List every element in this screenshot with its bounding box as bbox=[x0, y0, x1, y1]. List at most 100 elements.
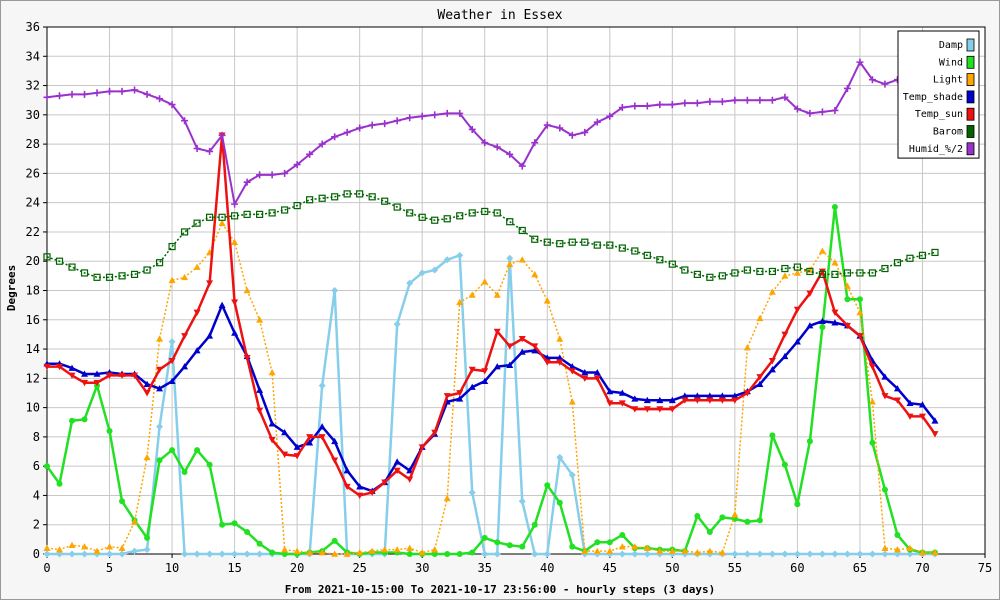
data-point-damp bbox=[318, 382, 326, 390]
data-point-light bbox=[493, 291, 501, 298]
data-point-barom bbox=[105, 273, 114, 281]
data-point-light bbox=[356, 549, 364, 556]
y-tick-label: 26 bbox=[26, 166, 40, 180]
data-point-damp bbox=[256, 550, 264, 558]
data-point-barom bbox=[531, 235, 539, 243]
data-point-wind bbox=[206, 461, 213, 468]
data-point-humid-2 bbox=[156, 95, 164, 103]
data-point-temp-shade bbox=[143, 380, 151, 387]
legend-box bbox=[897, 30, 980, 159]
data-point-light bbox=[768, 288, 776, 295]
data-point-light bbox=[281, 546, 289, 553]
data-point-barom bbox=[143, 266, 151, 274]
data-point-barom bbox=[130, 270, 139, 278]
data-point-light bbox=[118, 544, 126, 551]
data-point-temp-sun bbox=[131, 372, 139, 379]
data-point-temp-sun bbox=[543, 359, 551, 366]
data-point-light bbox=[506, 260, 514, 267]
axis-ticks: 0 5 10 15 20 25 30 35 40 45 50 55 60 65 70 750246810121… bbox=[26, 20, 993, 575]
data-point-light bbox=[443, 494, 451, 502]
data-point-humid-2 bbox=[881, 80, 889, 88]
data-point-humid-2 bbox=[506, 150, 514, 158]
data-point-light bbox=[618, 543, 626, 550]
data-point-temp-sun bbox=[56, 363, 64, 371]
data-point-light bbox=[431, 546, 439, 553]
data-point-temp-shade bbox=[593, 368, 601, 376]
data-point-temp-shade bbox=[918, 401, 926, 408]
data-point-temp-sun bbox=[718, 397, 726, 404]
data-point-light bbox=[631, 543, 639, 550]
data-point-humid-2 bbox=[106, 87, 114, 95]
data-point-damp bbox=[118, 550, 126, 558]
data-point-damp bbox=[543, 550, 551, 558]
data-point-humid-2 bbox=[293, 161, 301, 169]
data-point-damp bbox=[481, 550, 489, 558]
data-point-light bbox=[231, 238, 239, 245]
data-point-light bbox=[731, 510, 739, 518]
data-point-damp bbox=[768, 550, 776, 558]
data-point-humid-2 bbox=[706, 98, 714, 106]
data-point-light bbox=[368, 547, 376, 554]
data-point-light bbox=[143, 453, 151, 461]
data-point-light bbox=[668, 547, 676, 554]
data-point-humid-2 bbox=[143, 90, 151, 98]
data-point-wind bbox=[281, 551, 288, 557]
y-tick-label: 34 bbox=[26, 49, 40, 63]
series-layer bbox=[43, 58, 939, 558]
data-point-temp-sun bbox=[106, 372, 114, 379]
x-tick-label: 40 bbox=[540, 561, 554, 575]
data-point-damp bbox=[468, 489, 476, 497]
data-point-barom bbox=[318, 194, 326, 202]
data-point-barom bbox=[406, 209, 414, 217]
data-point-light bbox=[593, 547, 601, 554]
data-point-humid-2 bbox=[306, 150, 314, 158]
data-point-light bbox=[868, 398, 876, 405]
legend-label-damp: Damp bbox=[939, 40, 963, 51]
data-point-humid-2 bbox=[131, 86, 139, 94]
data-point-humid-2 bbox=[281, 169, 289, 177]
data-point-wind bbox=[469, 549, 476, 556]
data-point-temp-shade bbox=[881, 373, 889, 380]
data-point-humid-2 bbox=[656, 101, 664, 109]
data-point-wind bbox=[269, 549, 276, 556]
x-tick-label: 55 bbox=[728, 561, 742, 575]
y-tick-label: 2 bbox=[33, 518, 40, 532]
data-point-temp-shade bbox=[656, 396, 664, 404]
data-point-wind bbox=[194, 447, 201, 454]
data-point-light bbox=[243, 287, 251, 294]
data-point-temp-sun bbox=[343, 483, 351, 491]
data-point-barom bbox=[643, 251, 651, 259]
data-point-barom bbox=[180, 228, 189, 236]
data-point-temp-sun bbox=[856, 333, 864, 340]
data-point-light bbox=[556, 335, 564, 342]
data-point-damp bbox=[218, 550, 226, 558]
data-point-light bbox=[343, 550, 351, 557]
data-point-temp-shade bbox=[218, 301, 226, 308]
data-point-wind bbox=[106, 428, 113, 435]
data-point-damp bbox=[331, 287, 339, 294]
data-point-wind bbox=[231, 520, 238, 527]
data-point-barom bbox=[368, 193, 376, 201]
data-point-damp bbox=[518, 497, 526, 505]
data-point-wind bbox=[606, 539, 613, 546]
data-point-humid-2 bbox=[431, 111, 439, 119]
data-point-wind bbox=[81, 416, 88, 423]
data-point-temp-sun bbox=[681, 397, 689, 404]
data-point-temp-sun bbox=[418, 444, 426, 451]
data-point-temp-sun bbox=[693, 397, 701, 404]
data-point-damp bbox=[456, 251, 464, 259]
data-point-wind bbox=[181, 469, 188, 476]
data-point-wind bbox=[444, 551, 451, 557]
data-point-barom bbox=[118, 272, 126, 280]
x-tick-label: 20 bbox=[290, 561, 304, 575]
data-point-temp-sun bbox=[606, 400, 614, 407]
chart-title: Weather in Essex bbox=[437, 8, 562, 23]
data-point-damp bbox=[568, 471, 576, 479]
legend-label-light: Light bbox=[933, 75, 963, 86]
data-point-barom bbox=[68, 263, 76, 271]
x-axis-label: From 2021-10-15:00 To 2021-10-17 23:56:0… bbox=[285, 583, 715, 596]
data-point-temp-sun bbox=[593, 375, 601, 382]
data-point-light bbox=[656, 547, 664, 554]
x-tick-label: 60 bbox=[790, 561, 804, 575]
data-point-light bbox=[843, 282, 851, 289]
